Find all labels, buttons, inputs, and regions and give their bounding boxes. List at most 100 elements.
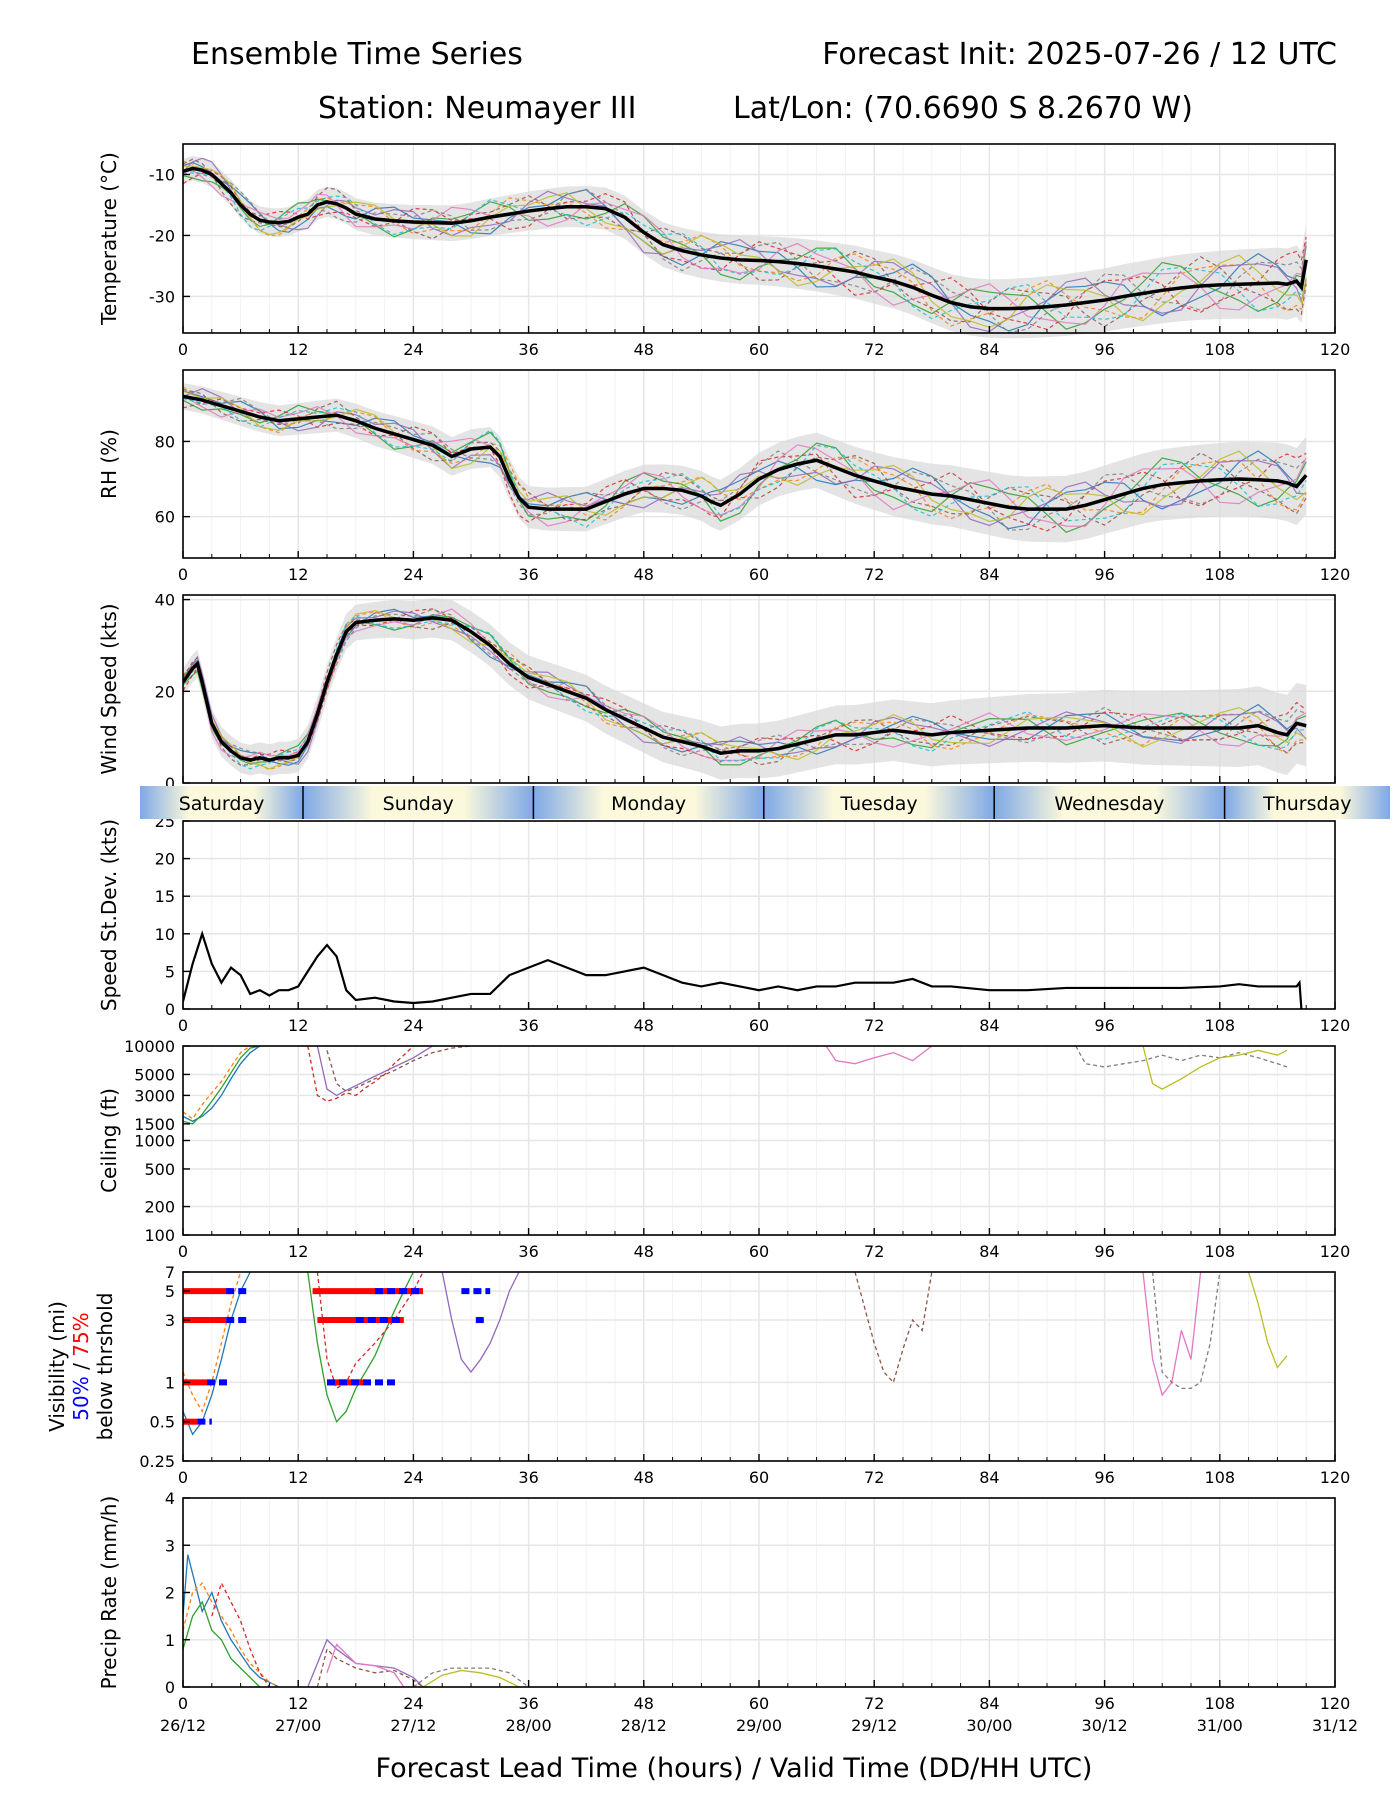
y-tick-label: 10000 <box>124 1037 175 1056</box>
y-tick-label: 0.5 <box>150 1413 175 1432</box>
y-axis-label: Ceiling (ft) <box>97 1088 121 1193</box>
station-name: Station: Neumayer III <box>318 91 637 126</box>
x-tick-label: 108 <box>1205 1468 1236 1487</box>
x-tick-label: 12 <box>288 1242 308 1261</box>
day-band: Saturday Sunday Monday Tuesday Wednesday Thur… <box>140 786 1390 819</box>
x-tick-label: 36 <box>518 340 538 359</box>
x-tick-label: 72 <box>864 565 884 584</box>
x-tick-label: 36 <box>518 1242 538 1261</box>
ensemble-member-line <box>183 169 1307 325</box>
ensemble-member-line <box>183 170 1307 333</box>
y-tick-label: 1000 <box>134 1132 175 1151</box>
member-line <box>1247 1272 1288 1369</box>
y-tick-label: 80 <box>155 432 175 451</box>
x-tick-label: 24 <box>403 565 423 584</box>
x-tick-label: 84 <box>979 1016 999 1035</box>
panel-temperature: 0 12 24 36 48 60 72 84 96 108 120 -30 -20 -10 Temperat… <box>97 143 1351 359</box>
x-tick-label: 96 <box>1094 1468 1114 1487</box>
day-label: Saturday <box>179 793 265 815</box>
x-tick-label: 12 <box>288 1468 308 1487</box>
valid-time-label: 29/12 <box>851 1716 897 1735</box>
y-tick-label: 5 <box>165 1282 175 1301</box>
x-tick-label: 48 <box>634 1242 654 1261</box>
x-tick-label: 0 <box>178 1694 188 1713</box>
y-tick-label: 4 <box>165 1489 175 1508</box>
member-line <box>1075 1046 1288 1068</box>
ensemble-mean-line <box>183 616 1307 762</box>
x-tick-label: 120 <box>1320 1242 1351 1261</box>
member-line <box>413 1667 529 1687</box>
member-line <box>316 1272 424 1390</box>
day-band-segment <box>763 786 995 819</box>
valid-time-label: 27/00 <box>275 1716 321 1735</box>
y-tick-label: -30 <box>149 287 175 306</box>
ensemble-member-line <box>183 172 1307 321</box>
valid-time-label: 31/00 <box>1197 1716 1243 1735</box>
x-tick-label: 108 <box>1205 1242 1236 1261</box>
x-tick-label: 12 <box>288 340 308 359</box>
x-tick-label: 108 <box>1205 340 1236 359</box>
y-tick-label: 3000 <box>134 1086 175 1105</box>
stdev-line <box>183 930 1303 1009</box>
x-tick-label: 96 <box>1094 1242 1114 1261</box>
y-tick-label: 10 <box>155 925 175 944</box>
valid-time-label: 30/12 <box>1082 1716 1128 1735</box>
x-tick-label: 24 <box>403 1468 423 1487</box>
x-tick-label: 72 <box>864 340 884 359</box>
y-axis-label-pct: 50% / 75% <box>69 1312 93 1420</box>
x-tick-label: 72 <box>864 1694 884 1713</box>
member-line <box>183 1272 242 1413</box>
x-tick-label: 84 <box>979 1694 999 1713</box>
ensemble-member-line <box>183 161 1307 332</box>
y-tick-label: 15 <box>155 887 175 906</box>
day-band-segment <box>994 786 1225 819</box>
x-tick-label: 48 <box>634 565 654 584</box>
y-tick-label: 2 <box>165 1584 175 1603</box>
ensemble-mean-line <box>183 166 1308 311</box>
y-tick-label: 20 <box>155 682 175 701</box>
y-axis-label: Precip Rate (mm/h) <box>97 1496 121 1690</box>
ensemble-member-line <box>183 395 1307 527</box>
x-tick-label: 24 <box>403 1242 423 1261</box>
x-tick-label: 120 <box>1320 340 1351 359</box>
y-tick-label: -10 <box>149 165 175 184</box>
ensemble-member-line <box>183 398 1307 532</box>
y-tick-label: 500 <box>144 1160 175 1179</box>
ensemble-member-line <box>183 617 1307 766</box>
x-tick-label: 12 <box>288 565 308 584</box>
valid-time-label: 29/00 <box>736 1716 782 1735</box>
y-tick-label: 0 <box>165 1000 175 1019</box>
panel-relative-humidity: 0 12 24 36 48 60 72 84 96 108 120 60 80 RH (%) <box>97 369 1351 584</box>
valid-time-label: 28/12 <box>621 1716 667 1735</box>
member-line <box>825 1046 933 1065</box>
ensemble-member-line <box>183 390 1307 523</box>
x-tick-label: 60 <box>749 1242 769 1261</box>
y-axis-label: Temperature (°C) <box>97 152 121 326</box>
y-tick-label: 0 <box>165 774 175 793</box>
x-tick-label: 84 <box>979 340 999 359</box>
x-tick-label: 0 <box>178 1242 188 1261</box>
member-line <box>183 1272 251 1436</box>
panel-ceiling: 0 12 24 36 48 60 72 84 96 108 120 100 200 500 10001500… <box>97 1037 1350 1261</box>
x-tick-label: 48 <box>634 1694 654 1713</box>
y-tick-label: 5000 <box>134 1065 175 1084</box>
chart-title: Ensemble Time Series <box>191 37 523 72</box>
member-line <box>441 1272 520 1374</box>
x-tick-label: 120 <box>1320 1694 1351 1713</box>
ensemble-mean-line <box>183 394 1308 511</box>
x-tick-label: 36 <box>518 1016 538 1035</box>
day-label: Monday <box>611 793 686 815</box>
x-tick-label: 24 <box>403 1694 423 1713</box>
ensemble-member-line <box>183 395 1307 531</box>
station-latlon: Lat/Lon: (70.6690 S 8.2670 W) <box>733 91 1193 126</box>
x-tick-label: 120 <box>1320 565 1351 584</box>
member-line <box>854 1272 933 1384</box>
y-tick-label: 3 <box>165 1536 175 1555</box>
day-band-segment <box>1224 786 1390 819</box>
ensemble-spread <box>183 598 1307 780</box>
y-axis-label: Wind Speed (kts) <box>97 603 121 774</box>
x-tick-label: 60 <box>749 565 769 584</box>
day-band-segment <box>140 786 303 819</box>
member-line <box>316 1046 433 1097</box>
